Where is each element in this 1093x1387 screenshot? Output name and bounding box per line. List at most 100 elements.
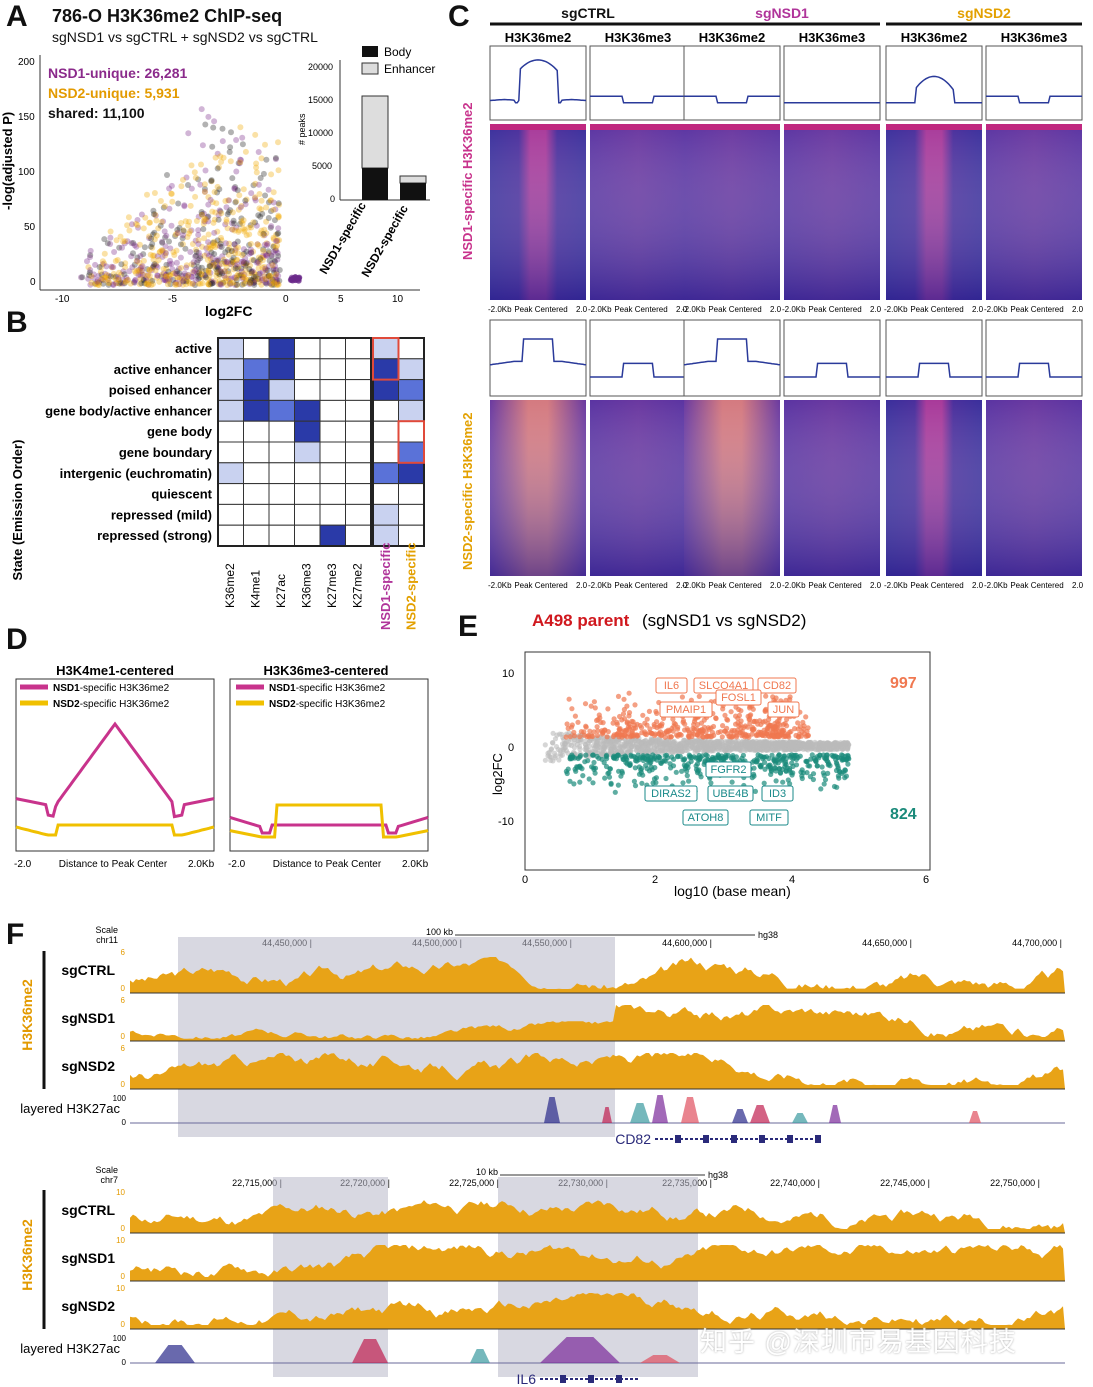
- f-h3k27ac-peak: [750, 1105, 770, 1123]
- volcano-point: [194, 259, 201, 266]
- d-right-nsd2-line: [229, 803, 429, 839]
- volcano-point: [240, 225, 247, 232]
- ma-point-down: [634, 758, 640, 764]
- volcano-point: [138, 280, 145, 287]
- b-cell: [243, 503, 270, 526]
- d-legend-label: NSD1-specific H3K36me2: [269, 683, 386, 694]
- ma-point-down: [603, 763, 610, 770]
- volcano-point: [208, 249, 215, 256]
- ma-point-down: [818, 786, 824, 792]
- nsd1-unique-count: NSD1-unique: 26,281: [48, 65, 187, 81]
- ma-point-up: [742, 731, 749, 737]
- ma-point-down: [669, 754, 675, 760]
- volcano-point: [272, 273, 279, 280]
- volcano-point: [250, 278, 257, 284]
- volcano-point: [173, 281, 180, 288]
- f-h3k27ac-peak: [640, 1355, 680, 1363]
- volcano-point: [242, 201, 249, 208]
- c-axis-mid: Peak Centered: [910, 581, 963, 590]
- volcano-point: [273, 281, 280, 288]
- volcano-point: [166, 205, 173, 212]
- volcano-point: [238, 258, 245, 265]
- volcano-point: [104, 277, 111, 283]
- volcano-point: [184, 273, 191, 280]
- volcano-point: [243, 196, 250, 203]
- volcano-point: [194, 272, 201, 279]
- volcano-point: [88, 279, 95, 286]
- c-heatmap-fade: [590, 400, 686, 576]
- ma-point-ns: [671, 742, 677, 748]
- b-cell: [217, 503, 244, 526]
- volcano-point: [150, 263, 157, 269]
- volcano-point: [205, 239, 212, 246]
- ma-point-up: [668, 734, 674, 740]
- ma-point-up: [678, 732, 684, 738]
- b-cell: [243, 420, 270, 443]
- ma-point-ns: [780, 741, 786, 747]
- ma-point-up: [582, 701, 589, 707]
- volcano-point: [233, 137, 240, 143]
- volcano-point: [272, 244, 279, 251]
- ma-point-ns: [730, 745, 736, 751]
- volcano-point: [252, 180, 259, 187]
- ma-point-down: [691, 754, 697, 760]
- volcano-point: [228, 248, 235, 255]
- volcano-point: [257, 230, 264, 237]
- ma-point-up: [803, 714, 809, 720]
- volcano-point: [236, 227, 242, 234]
- ma-point-up: [747, 705, 753, 711]
- volcano-point: [258, 155, 265, 162]
- volcano-point: [207, 261, 213, 268]
- volcano-point: [122, 279, 129, 286]
- ma-point-down: [618, 773, 624, 779]
- volcano-point: [199, 211, 205, 218]
- ma-point-up: [805, 732, 811, 739]
- b-cell: [294, 524, 321, 547]
- e-xtick: 0: [522, 874, 528, 886]
- ma-point-down: [836, 775, 842, 781]
- ma-point-up: [724, 725, 730, 731]
- ma-point-up: [563, 734, 569, 740]
- volcano-point: [218, 158, 225, 165]
- volcano-point: [195, 275, 202, 282]
- volcano-point: [177, 254, 184, 261]
- b-spec-cell: [398, 483, 425, 505]
- volcano-point: [250, 219, 257, 226]
- b-spec-cell: [372, 441, 399, 464]
- volcano-point: [223, 275, 230, 282]
- volcano-point: [219, 253, 226, 260]
- volcano-point: [265, 272, 272, 279]
- volcano-point: [224, 211, 231, 218]
- volcano-point: [118, 271, 125, 278]
- b-spec-cell: [372, 358, 399, 381]
- volcano-point: [257, 175, 264, 181]
- inset-cat-nsd2: NSD2-specific: [358, 202, 411, 279]
- volcano-point: [246, 231, 253, 238]
- ma-point-ns: [594, 738, 600, 745]
- volcano-point: [148, 235, 155, 242]
- volcano-point: [232, 262, 239, 269]
- b-cell: [319, 483, 346, 505]
- ma-point-down: [771, 756, 778, 762]
- e-title-rest: (sgNSD1 vs sgNSD2): [642, 611, 806, 630]
- volcano-point: [173, 259, 180, 266]
- b-spec-cell: [398, 462, 425, 485]
- volcano-point: [126, 268, 133, 275]
- ma-point-down: [654, 757, 660, 763]
- ma-point-down: [824, 752, 830, 758]
- c-heatmap-fade: [886, 124, 982, 300]
- volcano-point: [181, 202, 188, 209]
- volcano-point: [273, 270, 280, 277]
- ma-point-down: [608, 780, 614, 786]
- volcano-point: [222, 260, 229, 267]
- volcano-point: [244, 259, 251, 266]
- volcano-point: [208, 278, 215, 285]
- ma-point-up: [795, 720, 801, 726]
- b-cell: [268, 337, 295, 360]
- volcano-point: [120, 238, 127, 245]
- volcano-point: [241, 259, 247, 266]
- volcano-point: [179, 275, 186, 282]
- f-track-ymin: 0: [121, 984, 126, 993]
